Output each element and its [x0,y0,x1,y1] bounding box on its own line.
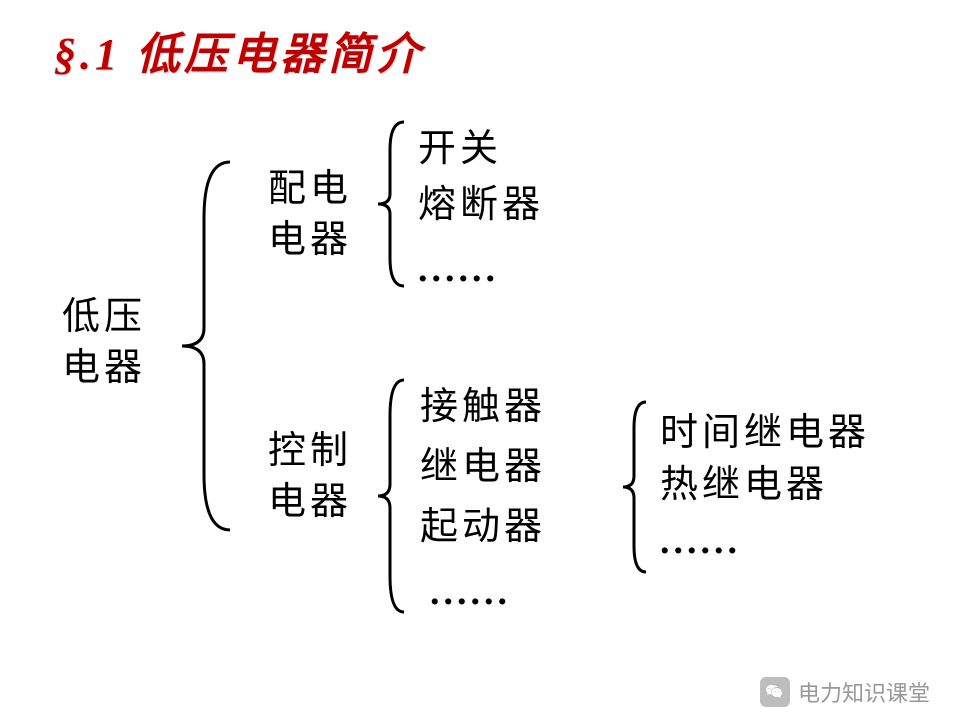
relay-item-2: 热继电器 [660,460,828,511]
node-root-line2: 电器 [62,343,146,394]
wechat-icon [760,677,790,707]
brace-relay [616,398,652,576]
brace-control [370,376,410,616]
node-distribution: 配电 电器 [268,164,352,267]
node-root: 低压 电器 [62,292,146,395]
node-control-line1: 控制 [268,426,352,477]
ctrl-item-3: 起动器 [420,502,546,553]
brace-root [170,158,240,534]
ctrl-item-2: 继电器 [420,442,546,493]
dist-item-3: ...... [418,244,499,295]
watermark: 电力知识课堂 [760,676,930,708]
watermark-text: 电力知识课堂 [798,676,930,708]
node-control-line2: 电器 [268,477,352,528]
relay-item-1: 时间继电器 [660,408,870,459]
dist-item-1: 开关 [418,124,502,175]
ctrl-item-4: ...... [430,567,511,618]
node-distribution-line1: 配电 [268,164,352,215]
section-title: §.1 低压电器简介 [54,18,424,82]
node-distribution-line2: 电器 [268,215,352,266]
node-root-line1: 低压 [62,292,146,343]
node-control: 控制 电器 [268,426,352,529]
relay-item-3: ...... [660,516,741,567]
brace-distribution [370,118,410,290]
dist-item-2: 熔断器 [418,180,544,231]
ctrl-item-1: 接触器 [420,382,546,433]
